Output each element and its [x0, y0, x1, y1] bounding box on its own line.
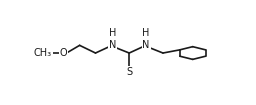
- Text: N: N: [142, 40, 150, 50]
- Text: N: N: [109, 40, 116, 50]
- Text: H: H: [142, 28, 150, 38]
- Text: CH₃: CH₃: [34, 48, 52, 58]
- Text: H: H: [109, 28, 116, 38]
- Text: O: O: [60, 48, 68, 58]
- Text: S: S: [126, 67, 132, 77]
